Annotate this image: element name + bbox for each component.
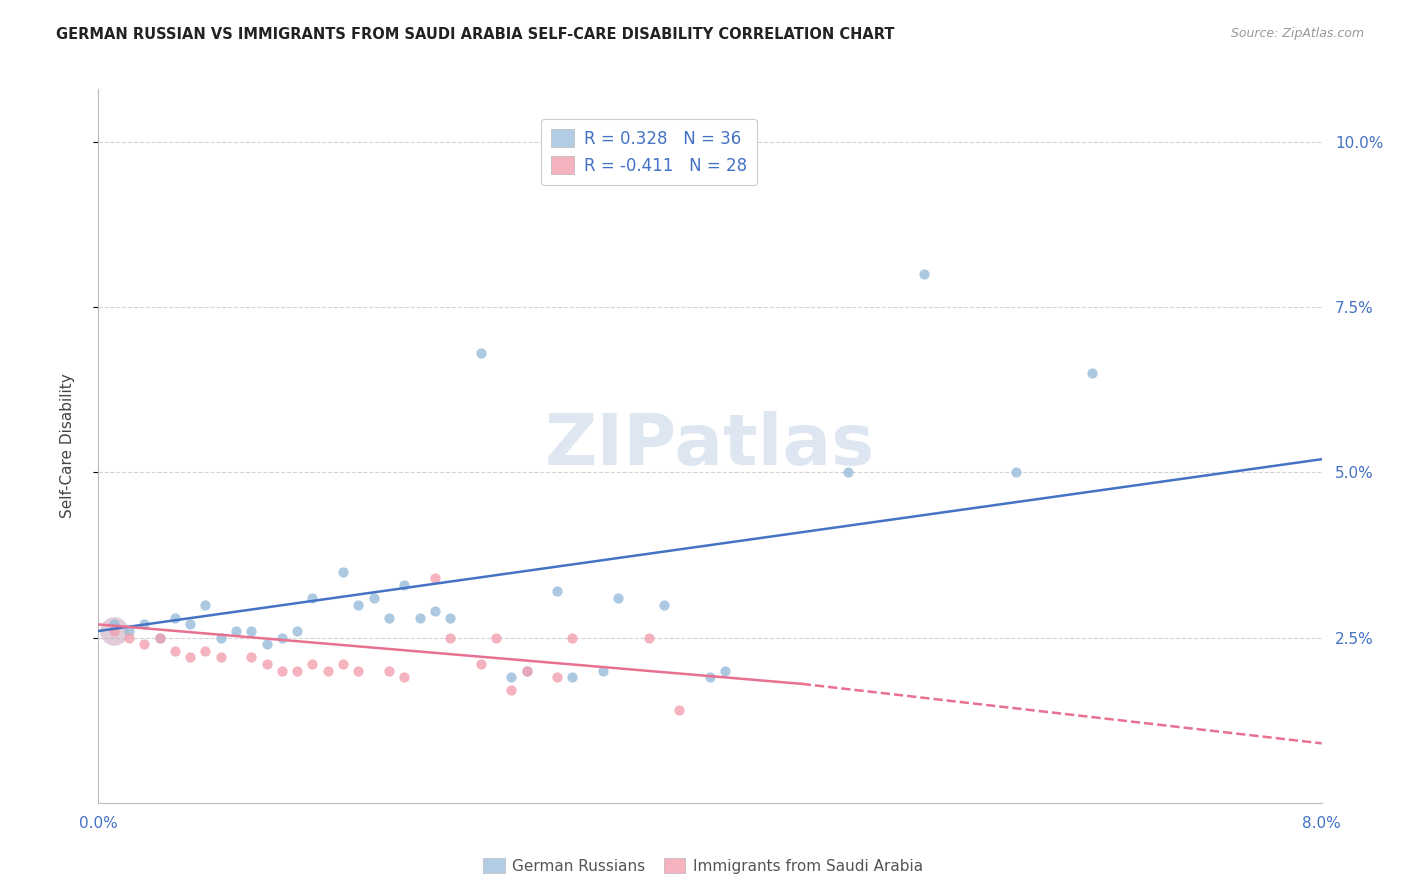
Point [194,598,217,612]
Point [179,650,201,665]
Point [501,683,523,698]
Point [285,624,308,638]
Point [149,631,172,645]
Legend: R = 0.328   N = 36, R = -0.411   N = 28: R = 0.328 N = 36, R = -0.411 N = 28 [541,119,758,185]
Point [285,664,308,678]
Point [103,617,125,632]
Point [378,611,401,625]
Point [270,631,294,645]
Point [270,664,294,678]
Point [607,591,630,605]
Point [194,644,217,658]
Point [378,664,401,678]
Point [439,631,461,645]
Point [1081,367,1104,381]
Point [668,703,690,717]
Point [256,657,278,671]
Point [163,644,186,658]
Point [118,631,141,645]
Point [501,670,523,684]
Point [439,611,461,625]
Point [470,346,492,360]
Point [392,578,416,592]
Point [485,631,508,645]
Point [637,631,661,645]
Point [118,624,141,638]
Point [103,624,125,638]
Point [470,657,492,671]
Point [149,631,172,645]
Point [316,664,339,678]
Point [546,584,568,599]
Point [103,624,125,638]
Point [103,624,125,638]
Point [332,657,354,671]
Point [301,591,323,605]
Point [592,664,614,678]
Point [423,604,446,618]
Y-axis label: Self-Care Disability: Self-Care Disability [60,374,75,518]
Point [347,598,370,612]
Point [347,664,370,678]
Point [225,624,247,638]
Point [179,617,201,632]
Point [714,664,737,678]
Point [1004,466,1026,480]
Point [240,650,263,665]
Point [912,267,935,281]
Text: Source: ZipAtlas.com: Source: ZipAtlas.com [1230,27,1364,40]
Point [134,617,156,632]
Point [837,466,859,480]
Point [163,611,186,625]
Point [363,591,385,605]
Point [392,670,416,684]
Point [209,631,232,645]
Point [561,631,583,645]
Text: ZIPatlas: ZIPatlas [546,411,875,481]
Point [652,598,675,612]
Point [546,670,568,684]
Legend: German Russians, Immigrants from Saudi Arabia: German Russians, Immigrants from Saudi A… [477,852,929,880]
Point [134,637,156,651]
Point [561,670,583,684]
Point [301,657,323,671]
Point [256,637,278,651]
Point [516,664,538,678]
Point [699,670,721,684]
Point [240,624,263,638]
Point [209,650,232,665]
Point [408,611,430,625]
Point [423,571,446,585]
Text: GERMAN RUSSIAN VS IMMIGRANTS FROM SAUDI ARABIA SELF-CARE DISABILITY CORRELATION : GERMAN RUSSIAN VS IMMIGRANTS FROM SAUDI … [56,27,894,42]
Point [516,664,538,678]
Point [332,565,354,579]
